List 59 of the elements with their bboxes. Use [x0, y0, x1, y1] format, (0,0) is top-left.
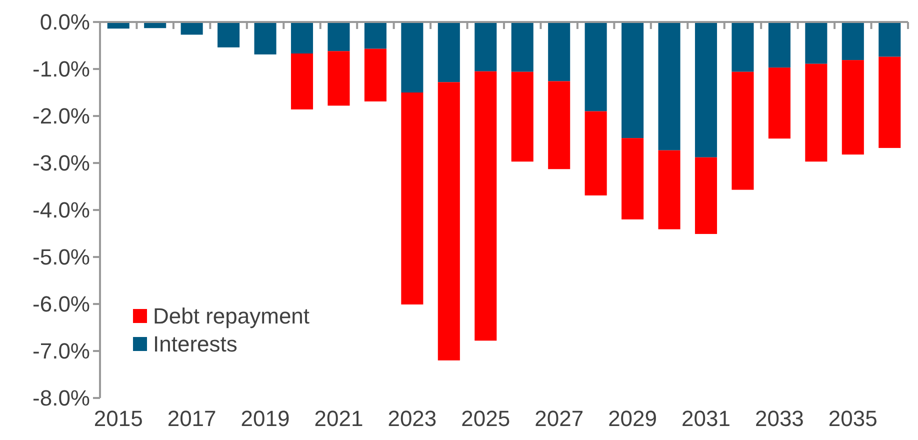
- bar: [694, 22, 718, 158]
- bar: [180, 22, 203, 35]
- bar: [401, 92, 424, 304]
- y-tick-label: -1.0%: [32, 56, 90, 82]
- bar: [878, 22, 901, 57]
- bar: [254, 22, 276, 54]
- bar: [548, 81, 570, 170]
- y-tick-label: -5.0%: [32, 244, 90, 270]
- bar: [768, 68, 790, 139]
- bar: [290, 22, 314, 54]
- x-tick-label: 2015: [94, 406, 143, 431]
- legend-label: Interests: [153, 332, 238, 357]
- bar: [438, 82, 460, 360]
- bar: [842, 60, 864, 155]
- bar: [364, 48, 386, 102]
- y-tick-label: -8.0%: [32, 386, 90, 411]
- x-tick-label: 2021: [314, 406, 364, 431]
- bar: [878, 56, 901, 148]
- bar: [622, 138, 644, 220]
- bar: [584, 22, 607, 112]
- y-tick-label: -7.0%: [32, 338, 90, 364]
- bar: [622, 22, 644, 138]
- bar: [732, 22, 754, 72]
- bar: [768, 22, 790, 68]
- x-tick-label: 2025: [461, 406, 510, 431]
- y-tick-label: -2.0%: [32, 104, 90, 129]
- bar: [290, 53, 314, 110]
- bar: [328, 51, 350, 106]
- bar: [694, 157, 718, 234]
- bar: [474, 22, 497, 72]
- x-tick-label: 2035: [828, 406, 878, 431]
- bar: [511, 22, 534, 72]
- x-tick-label: 2017: [167, 406, 216, 431]
- bar: [842, 22, 864, 60]
- x-tick-label: 2029: [608, 406, 658, 431]
- bar: [732, 72, 754, 190]
- y-tick-label: -4.0%: [32, 198, 90, 223]
- bar: [805, 22, 828, 64]
- x-tick-label: 2027: [534, 406, 584, 431]
- x-tick-label: 2033: [754, 406, 804, 431]
- y-tick-label: -3.0%: [32, 150, 90, 176]
- bar: [218, 22, 240, 48]
- bar: [511, 72, 534, 162]
- bar: [364, 22, 386, 49]
- x-tick-label: 2019: [240, 406, 290, 431]
- bar: [805, 64, 828, 162]
- x-tick-label: 2023: [388, 406, 437, 431]
- bar: [438, 22, 460, 82]
- legend-label: Debt repayment: [153, 304, 310, 329]
- y-tick-label: -6.0%: [32, 292, 90, 317]
- bar: [584, 111, 607, 196]
- x-tick-label: 2031: [682, 406, 730, 431]
- y-tick-label: 0.0%: [40, 10, 90, 35]
- bar: [548, 22, 570, 82]
- bar: [658, 150, 680, 230]
- bar: [401, 22, 424, 92]
- bar: [328, 22, 350, 52]
- bar: [474, 71, 497, 341]
- bar: [658, 22, 680, 150]
